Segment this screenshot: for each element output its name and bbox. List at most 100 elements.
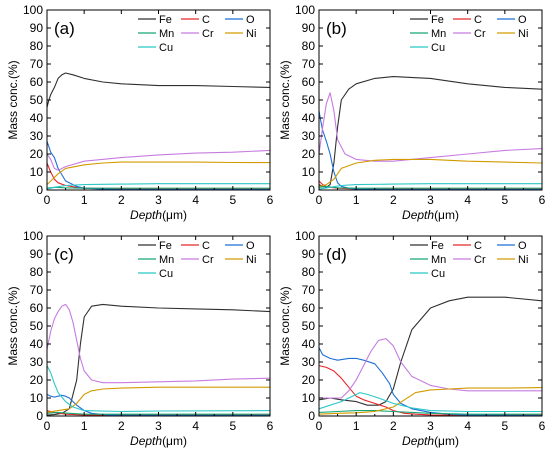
y-tick-label: 90 (302, 247, 316, 261)
series-line-ni (318, 158, 543, 187)
y-tick-label: 70 (302, 57, 316, 71)
x-axis-title-unit: (μm) (162, 208, 187, 222)
x-tick-label: 0 (44, 193, 51, 207)
y-axis-title: Mass conc.(%) (6, 60, 20, 139)
series-line-cr (319, 338, 542, 399)
x-tick-label: 5 (229, 193, 236, 207)
y-tick-label: 70 (302, 283, 316, 297)
y-tick-label: 0 (308, 409, 315, 423)
y-tick-label: 20 (30, 147, 44, 161)
x-tick-label: 5 (501, 419, 508, 433)
x-tick-label: 0 (316, 193, 323, 207)
x-axis-title: Depth(μm) (130, 208, 187, 222)
y-tick-label: 0 (308, 183, 315, 197)
y-axis-title: Mass conc.(%) (278, 286, 292, 365)
x-axis-title: Depth(μm) (130, 434, 187, 448)
legend-label-cr: Cr (474, 254, 486, 266)
y-tick-label: 0 (36, 409, 43, 423)
legend-label-cr: Cr (202, 28, 214, 40)
x-tick-label: 3 (155, 419, 162, 433)
x-axis-title-italic: Depth (402, 208, 434, 222)
y-tick-label: 70 (30, 57, 44, 71)
y-tick-label: 80 (302, 265, 316, 279)
y-tick-label: 20 (302, 373, 316, 387)
series-line-mn (46, 411, 270, 415)
legend-label-fe: Fe (431, 14, 444, 26)
legend-label-fe: Fe (159, 240, 172, 252)
legend-label-c: C (202, 14, 210, 26)
legend-label-o: O (246, 14, 255, 26)
series-line-mn (318, 185, 542, 189)
series-line-cr (46, 149, 271, 171)
legend-label-o: O (246, 240, 255, 252)
legend-label-mn: Mn (431, 28, 446, 40)
series-line-cr (46, 303, 271, 384)
y-tick-label: 90 (30, 21, 44, 35)
panel-label: (b) (326, 19, 347, 38)
y-tick-label: 50 (302, 319, 316, 333)
y-tick-label: 60 (30, 301, 44, 315)
y-tick-label: 80 (30, 39, 44, 53)
legend-label-cr: Cr (474, 28, 486, 40)
panel-label: (d) (326, 245, 347, 264)
legend-label-ni: Ni (518, 28, 528, 40)
x-axis-title-unit: (μm) (162, 434, 187, 448)
legend-label-fe: Fe (159, 14, 172, 26)
x-tick-label: 5 (229, 419, 236, 433)
series-line-o (46, 141, 270, 191)
legend-label-ni: Ni (246, 254, 256, 266)
y-tick-label: 40 (30, 111, 44, 125)
y-tick-label: 10 (30, 165, 44, 179)
y-tick-label: 80 (302, 39, 316, 53)
y-tick-label: 10 (302, 391, 316, 405)
x-tick-label: 6 (539, 419, 546, 433)
y-tick-label: 100 (295, 3, 315, 17)
x-axis-title-italic: Depth (402, 434, 434, 448)
y-tick-label: 90 (302, 21, 316, 35)
series-line-ni (46, 386, 270, 413)
y-tick-label: 60 (30, 75, 44, 89)
y-tick-label: 30 (30, 355, 44, 369)
series-line-cr (318, 92, 543, 162)
y-tick-label: 40 (302, 111, 316, 125)
legend-label-ni: Ni (518, 254, 528, 266)
series-line-mn (318, 410, 542, 415)
legend-label-ni: Ni (246, 28, 256, 40)
x-tick-label: 4 (464, 193, 471, 207)
y-tick-label: 10 (30, 391, 44, 405)
y-tick-label: 90 (30, 247, 44, 261)
legend-label-cu: Cu (159, 42, 173, 54)
legend-label-o: O (518, 14, 527, 26)
x-tick-label: 4 (464, 419, 471, 433)
y-axis-title: Mass conc.(%) (6, 286, 20, 365)
y-tick-label: 100 (295, 229, 315, 243)
x-tick-label: 5 (501, 193, 508, 207)
x-tick-label: 0 (44, 419, 51, 433)
y-tick-label: 30 (30, 129, 44, 143)
x-tick-label: 0 (316, 419, 323, 433)
series-line-ni (318, 387, 543, 415)
x-tick-label: 1 (353, 193, 360, 207)
y-tick-label: 50 (30, 93, 44, 107)
y-tick-label: 30 (302, 129, 316, 143)
y-tick-label: 40 (302, 337, 316, 351)
x-tick-label: 6 (267, 193, 274, 207)
series-line-c (318, 365, 543, 416)
x-axis-title-unit: (μm) (434, 434, 459, 448)
x-tick-label: 4 (192, 419, 199, 433)
series-line-cu (46, 365, 271, 413)
series-line-cu (318, 392, 542, 413)
legend-label-fe: Fe (431, 240, 444, 252)
x-tick-label: 6 (267, 419, 274, 433)
y-tick-label: 80 (30, 265, 44, 279)
y-tick-label: 100 (23, 229, 43, 243)
x-axis-title-italic: Depth (130, 434, 162, 448)
y-tick-label: 50 (302, 93, 316, 107)
legend-label-mn: Mn (431, 254, 446, 266)
x-tick-label: 2 (390, 193, 397, 207)
y-tick-label: 20 (302, 147, 316, 161)
y-tick-label: 100 (23, 3, 43, 17)
